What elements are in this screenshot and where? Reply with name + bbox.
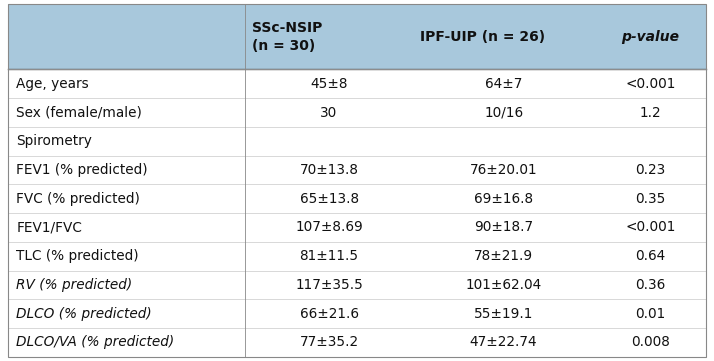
Text: 64±7: 64±7	[485, 77, 523, 91]
Text: RV (% predicted): RV (% predicted)	[16, 278, 133, 292]
Text: 0.64: 0.64	[635, 249, 665, 263]
Text: TLC (% predicted): TLC (% predicted)	[16, 249, 139, 263]
Text: 69±16.8: 69±16.8	[474, 192, 533, 206]
Text: 90±18.7: 90±18.7	[474, 221, 533, 234]
Text: 77±35.2: 77±35.2	[299, 335, 358, 349]
Text: <0.001: <0.001	[625, 221, 675, 234]
FancyBboxPatch shape	[8, 4, 706, 69]
Text: FVC (% predicted): FVC (% predicted)	[16, 192, 140, 206]
Text: p-value: p-value	[621, 30, 679, 44]
Text: 0.01: 0.01	[635, 306, 665, 321]
Text: 70±13.8: 70±13.8	[300, 163, 358, 177]
Text: 117±35.5: 117±35.5	[295, 278, 363, 292]
Text: 55±19.1: 55±19.1	[474, 306, 533, 321]
Text: 107±8.69: 107±8.69	[295, 221, 363, 234]
Text: DLCO (% predicted): DLCO (% predicted)	[16, 306, 152, 321]
Text: 30: 30	[321, 105, 338, 119]
Text: 0.36: 0.36	[635, 278, 665, 292]
Text: Spirometry: Spirometry	[16, 134, 92, 148]
Text: FEV1/FVC: FEV1/FVC	[16, 221, 82, 234]
Text: 47±22.74: 47±22.74	[470, 335, 538, 349]
Text: 1.2: 1.2	[640, 105, 661, 119]
Text: 0.23: 0.23	[635, 163, 665, 177]
Text: 81±11.5: 81±11.5	[299, 249, 358, 263]
Text: <0.001: <0.001	[625, 77, 675, 91]
Text: IPF-UIP (n = 26): IPF-UIP (n = 26)	[420, 30, 545, 44]
Text: 76±20.01: 76±20.01	[470, 163, 538, 177]
Text: SSc-NSIP
(n = 30): SSc-NSIP (n = 30)	[252, 21, 323, 53]
Text: 0.35: 0.35	[635, 192, 665, 206]
Text: 78±21.9: 78±21.9	[474, 249, 533, 263]
Text: 0.008: 0.008	[631, 335, 670, 349]
Text: 66±21.6: 66±21.6	[300, 306, 358, 321]
Text: 101±62.04: 101±62.04	[466, 278, 542, 292]
Text: Sex (female/male): Sex (female/male)	[16, 105, 142, 119]
Text: FEV1 (% predicted): FEV1 (% predicted)	[16, 163, 148, 177]
Text: 45±8: 45±8	[311, 77, 348, 91]
Text: 65±13.8: 65±13.8	[299, 192, 358, 206]
Text: DLCO/VA (% predicted): DLCO/VA (% predicted)	[16, 335, 175, 349]
Text: 10/16: 10/16	[484, 105, 523, 119]
Text: Age, years: Age, years	[16, 77, 89, 91]
